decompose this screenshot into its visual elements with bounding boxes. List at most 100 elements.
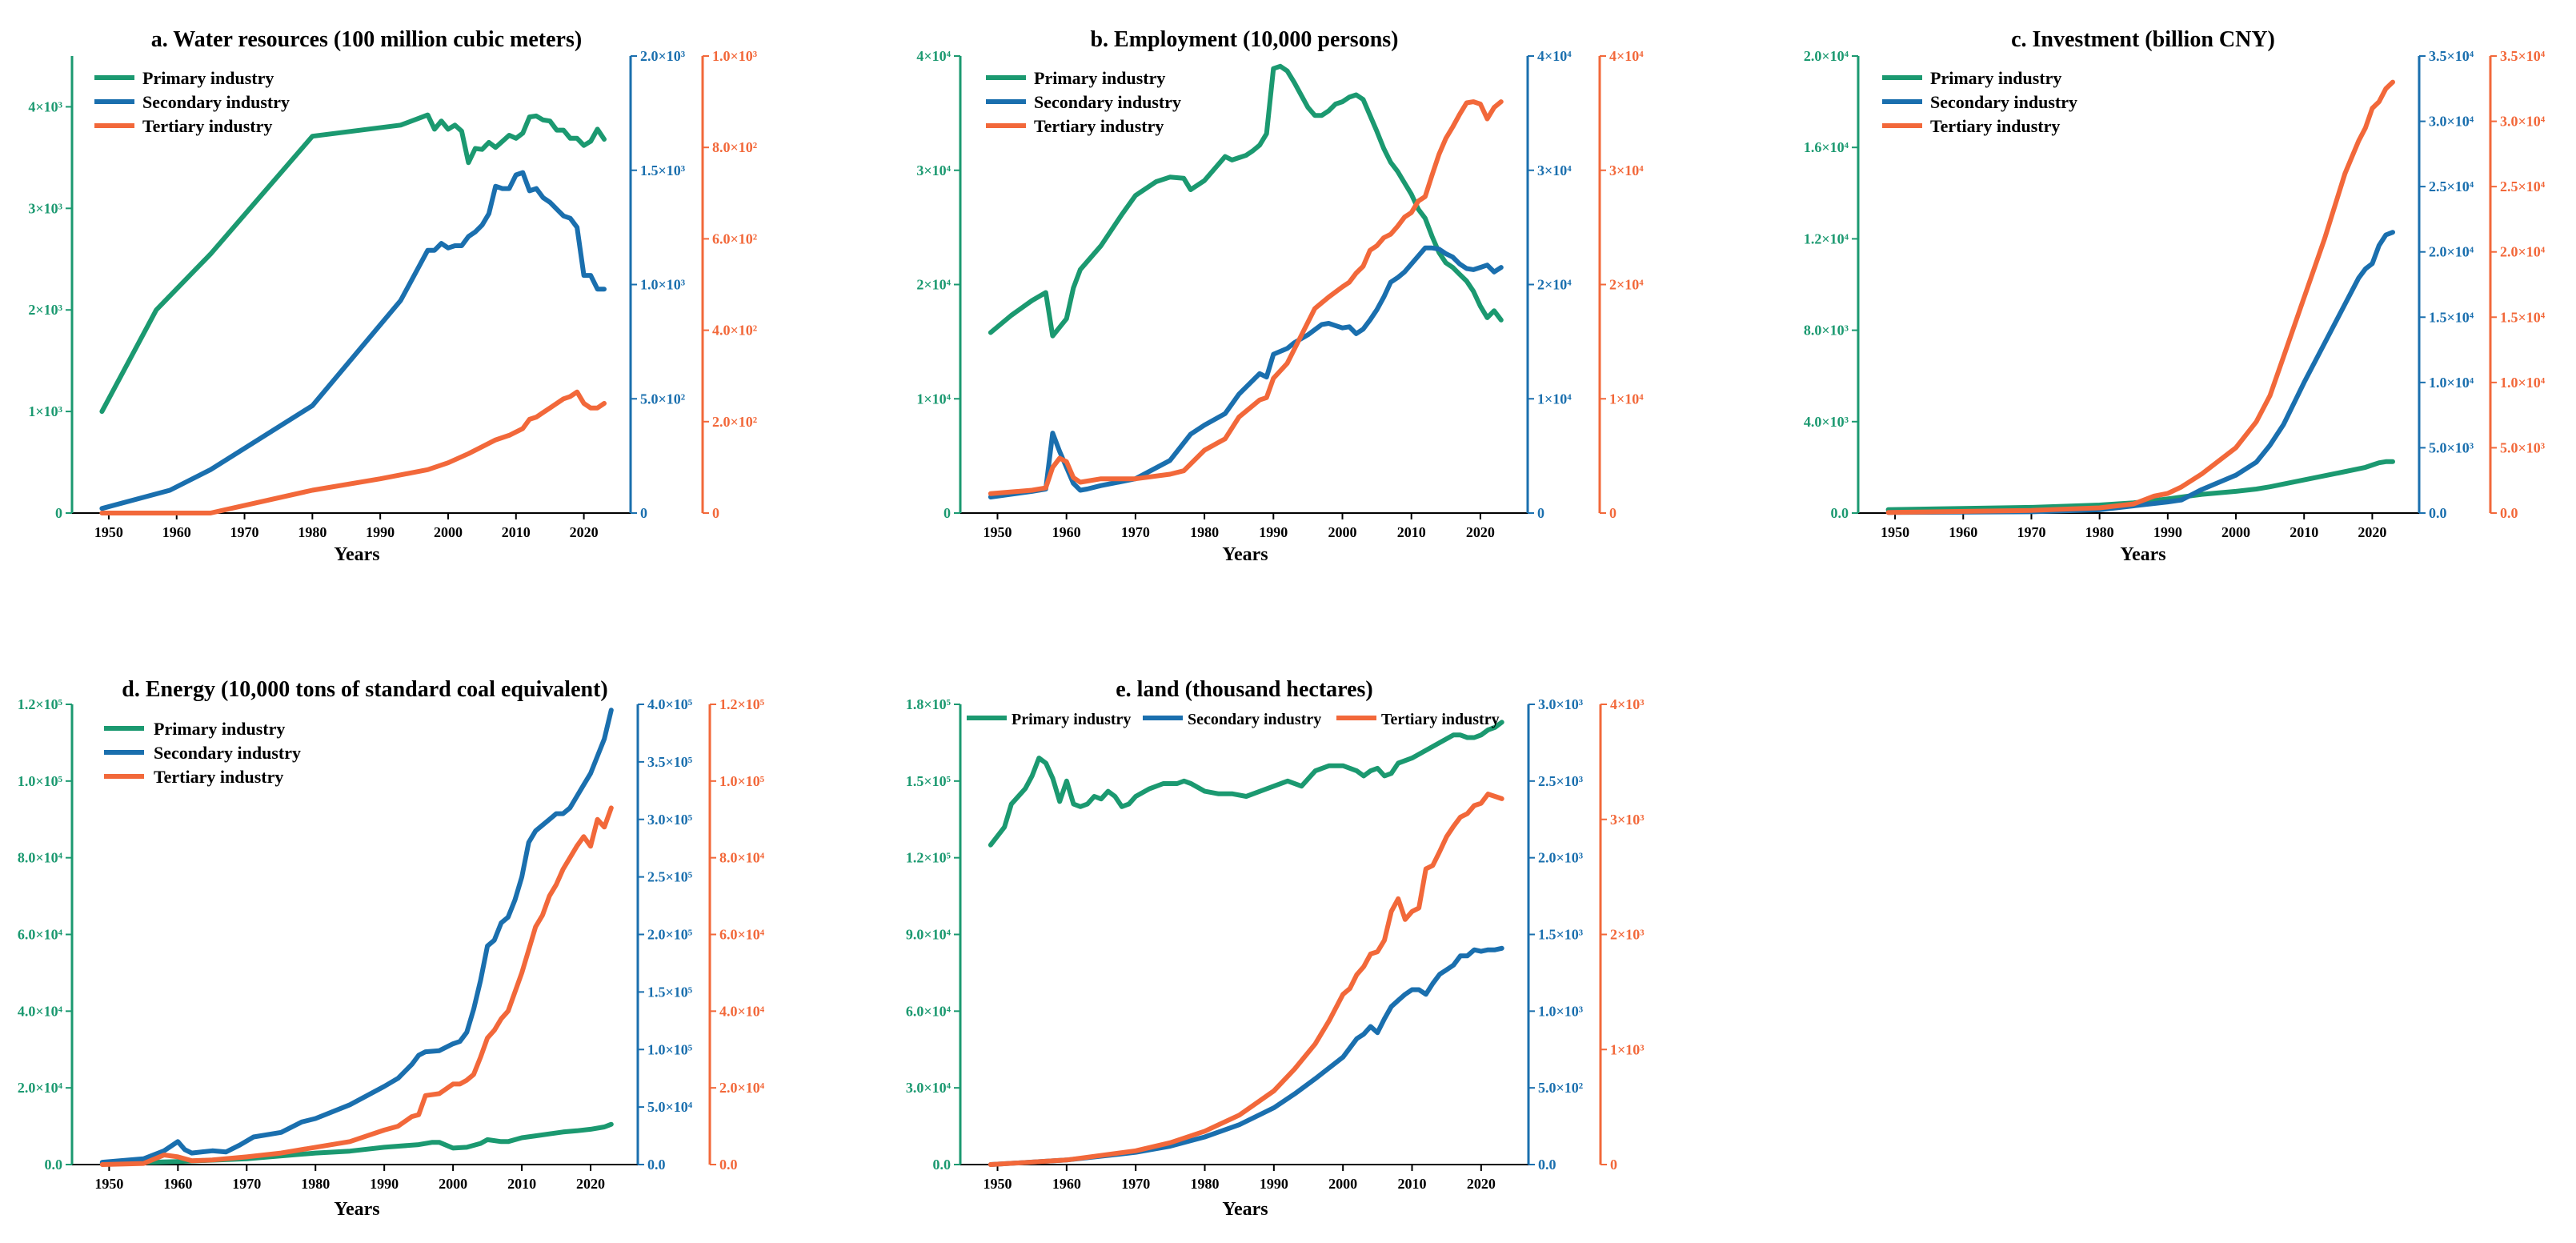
y-tick-label-right1: 3.5×10⁵: [647, 754, 693, 770]
x-tick-label: 2010: [507, 1176, 536, 1192]
legend-secondary-label: Secondary industry: [154, 743, 301, 763]
panel-c-legend: Primary industry Secondary industry Tert…: [1882, 68, 2077, 136]
legend-tertiary-label: Tertiary industry: [154, 767, 283, 787]
y-tick-label-left: 2×10⁴: [916, 277, 951, 293]
x-tick-label: 2020: [1467, 1176, 1496, 1192]
legend-secondary-label: Secondary industry: [1188, 711, 1321, 728]
y-tick-label-left: 4.0×10³: [1804, 414, 1849, 430]
panel-b-title: b. Employment (10,000 persons): [1090, 27, 1398, 52]
x-tick-label: 1990: [2153, 524, 2182, 540]
y-tick-label-left: 0: [55, 505, 62, 521]
x-tick-label: 1970: [1121, 1176, 1150, 1192]
y-tick-label-right1: 1.5×10³: [640, 162, 686, 178]
x-tick-label: 1980: [1190, 524, 1219, 540]
x-tick-label: 2020: [2358, 524, 2386, 540]
legend-primary-label: Primary industry: [142, 68, 274, 88]
y-tick-label-left: 1.2×10⁴: [1804, 231, 1849, 247]
panel-e: e. land (thousand hectares) 1950 1960 1970…: [906, 677, 1645, 1220]
y-tick-label-right1: 2.5×10⁵: [647, 869, 693, 885]
x-tick-label: 1960: [163, 1176, 192, 1192]
y-tick-label-right1: 0.0: [2429, 505, 2447, 521]
legend-secondary-label: Secondary industry: [142, 92, 290, 112]
panel-a-xlabel: Years: [334, 544, 379, 565]
y-tick-label-left: 0.0: [1831, 505, 1849, 521]
legend-primary-label: Primary industry: [1034, 68, 1165, 88]
series-line-secondary: [99, 170, 607, 511]
y-tick-label-left: 0.0: [45, 1157, 63, 1173]
y-tick-label-right2: 1×10³: [1610, 1041, 1645, 1057]
panel-d-legend: Primary industry Secondary industry Tert…: [104, 719, 301, 787]
x-tick-label: 1960: [1052, 1176, 1081, 1192]
y-tick-label-right1: 4×10⁴: [1537, 48, 1572, 64]
series-line-primary: [99, 112, 607, 415]
legend-tertiary-label: Tertiary industry: [142, 116, 272, 136]
y-tick-label-left: 4×10³: [28, 98, 62, 114]
panel-b-plot: 1950 1960 1970 1980 1990 2000 2010 2020 0 1×10⁴ 2×…: [916, 48, 1644, 540]
y-tick-label-right2: 3×10³: [1610, 812, 1645, 828]
y-tick-label-right2: 1.0×10⁴: [2500, 375, 2546, 391]
y-tick-label-right1: 3×10⁴: [1537, 162, 1572, 178]
y-tick-label-right1: 1.5×10⁴: [2429, 309, 2474, 325]
y-tick-label-right1: 3.0×10³: [1538, 696, 1584, 712]
y-tick-label-right2: 4.0×10²: [712, 323, 757, 339]
y-tick-label-left: 1×10³: [28, 403, 62, 419]
x-tick-label: 2010: [502, 524, 531, 540]
x-tick-label: 2020: [570, 524, 599, 540]
x-tick-label: 1950: [94, 1176, 123, 1192]
y-tick-label-right1: 1.0×10⁴: [2429, 375, 2474, 391]
series-line-primary: [99, 1121, 614, 1166]
y-tick-label-right1: 1.0×10⁵: [647, 1041, 693, 1057]
y-tick-label-right1: 1.0×10³: [1538, 1003, 1584, 1019]
panel-c: c. Investment (billion CNY) 1950 1960 1970…: [1804, 27, 2546, 565]
y-tick-label-right2: 3.5×10⁴: [2500, 48, 2546, 64]
x-tick-label: 2020: [1466, 524, 1495, 540]
y-tick-label-right1: 5.0×10²: [640, 391, 685, 407]
y-tick-label-left: 9.0×10⁴: [906, 927, 951, 943]
y-tick-label-right1: 1.5×10³: [1538, 927, 1584, 943]
y-tick-label-left: 1×10⁴: [916, 391, 951, 407]
x-tick-label: 1980: [301, 1176, 330, 1192]
y-tick-label-left: 3×10³: [28, 200, 62, 216]
y-tick-label-left: 2.0×10⁴: [18, 1080, 63, 1096]
y-tick-label-right1: 2.0×10⁵: [647, 927, 693, 943]
y-tick-label-right2: 0: [712, 505, 719, 521]
y-tick-label-right2: 0.0: [2500, 505, 2518, 521]
y-tick-label-right1: 2.0×10³: [1538, 850, 1584, 866]
panel-c-xlabel: Years: [2120, 544, 2165, 565]
x-tick-label: 1980: [298, 524, 327, 540]
y-tick-label-left: 1.6×10⁴: [1804, 139, 1849, 155]
x-tick-label: 2010: [1398, 1176, 1427, 1192]
x-tick-label: 2010: [1397, 524, 1426, 540]
panel-a-legend: Primary industry Secondary industry Tert…: [94, 68, 290, 136]
series-line-tertiary: [99, 805, 614, 1167]
x-tick-label: 2010: [2290, 524, 2318, 540]
legend-primary-label: Primary industry: [154, 719, 285, 739]
y-tick-label-right2: 2.0×10⁴: [2500, 244, 2546, 260]
y-tick-label-right2: 8.0×10²: [712, 139, 757, 155]
y-tick-label-left: 2.0×10⁴: [1804, 48, 1849, 64]
y-tick-label-right1: 2×10⁴: [1537, 277, 1572, 293]
y-tick-label-right2: 2×10⁴: [1609, 277, 1644, 293]
x-tick-label: 1980: [1191, 1176, 1220, 1192]
panel-c-title: c. Investment (billion CNY): [2011, 27, 2275, 52]
y-tick-label-right1: 1.5×10⁵: [647, 984, 693, 1000]
y-tick-label-right1: 0.0: [647, 1157, 666, 1173]
panel-d-title: d. Energy (10,000 tons of standard coal …: [122, 677, 607, 702]
series-line-secondary: [988, 945, 1504, 1167]
legend-secondary-label: Secondary industry: [1930, 92, 2077, 112]
y-tick-label-right1: 4.0×10⁵: [647, 696, 693, 712]
y-tick-label-right2: 4×10⁴: [1609, 48, 1644, 64]
panel-d: d. Energy (10,000 tons of standard coal …: [18, 677, 765, 1220]
y-tick-label-right2: 1×10⁴: [1609, 391, 1644, 407]
panel-a-title: a. Water resources (100 million cubic me…: [151, 27, 582, 52]
panel-e-xlabel: Years: [1222, 1199, 1268, 1220]
series-line-tertiary: [988, 792, 1504, 1167]
y-tick-label-right2: 3×10⁴: [1609, 162, 1644, 178]
panel-d-xlabel: Years: [334, 1199, 379, 1220]
y-tick-label-right2: 1.2×10⁵: [719, 696, 765, 712]
y-tick-label-right1: 5.0×10⁴: [647, 1099, 693, 1115]
y-tick-label-left: 1.5×10⁵: [906, 773, 951, 789]
y-tick-label-right2: 0: [1610, 1157, 1617, 1173]
y-tick-label-left: 6.0×10⁴: [18, 927, 63, 943]
y-tick-label-left: 1.2×10⁵: [18, 696, 63, 712]
